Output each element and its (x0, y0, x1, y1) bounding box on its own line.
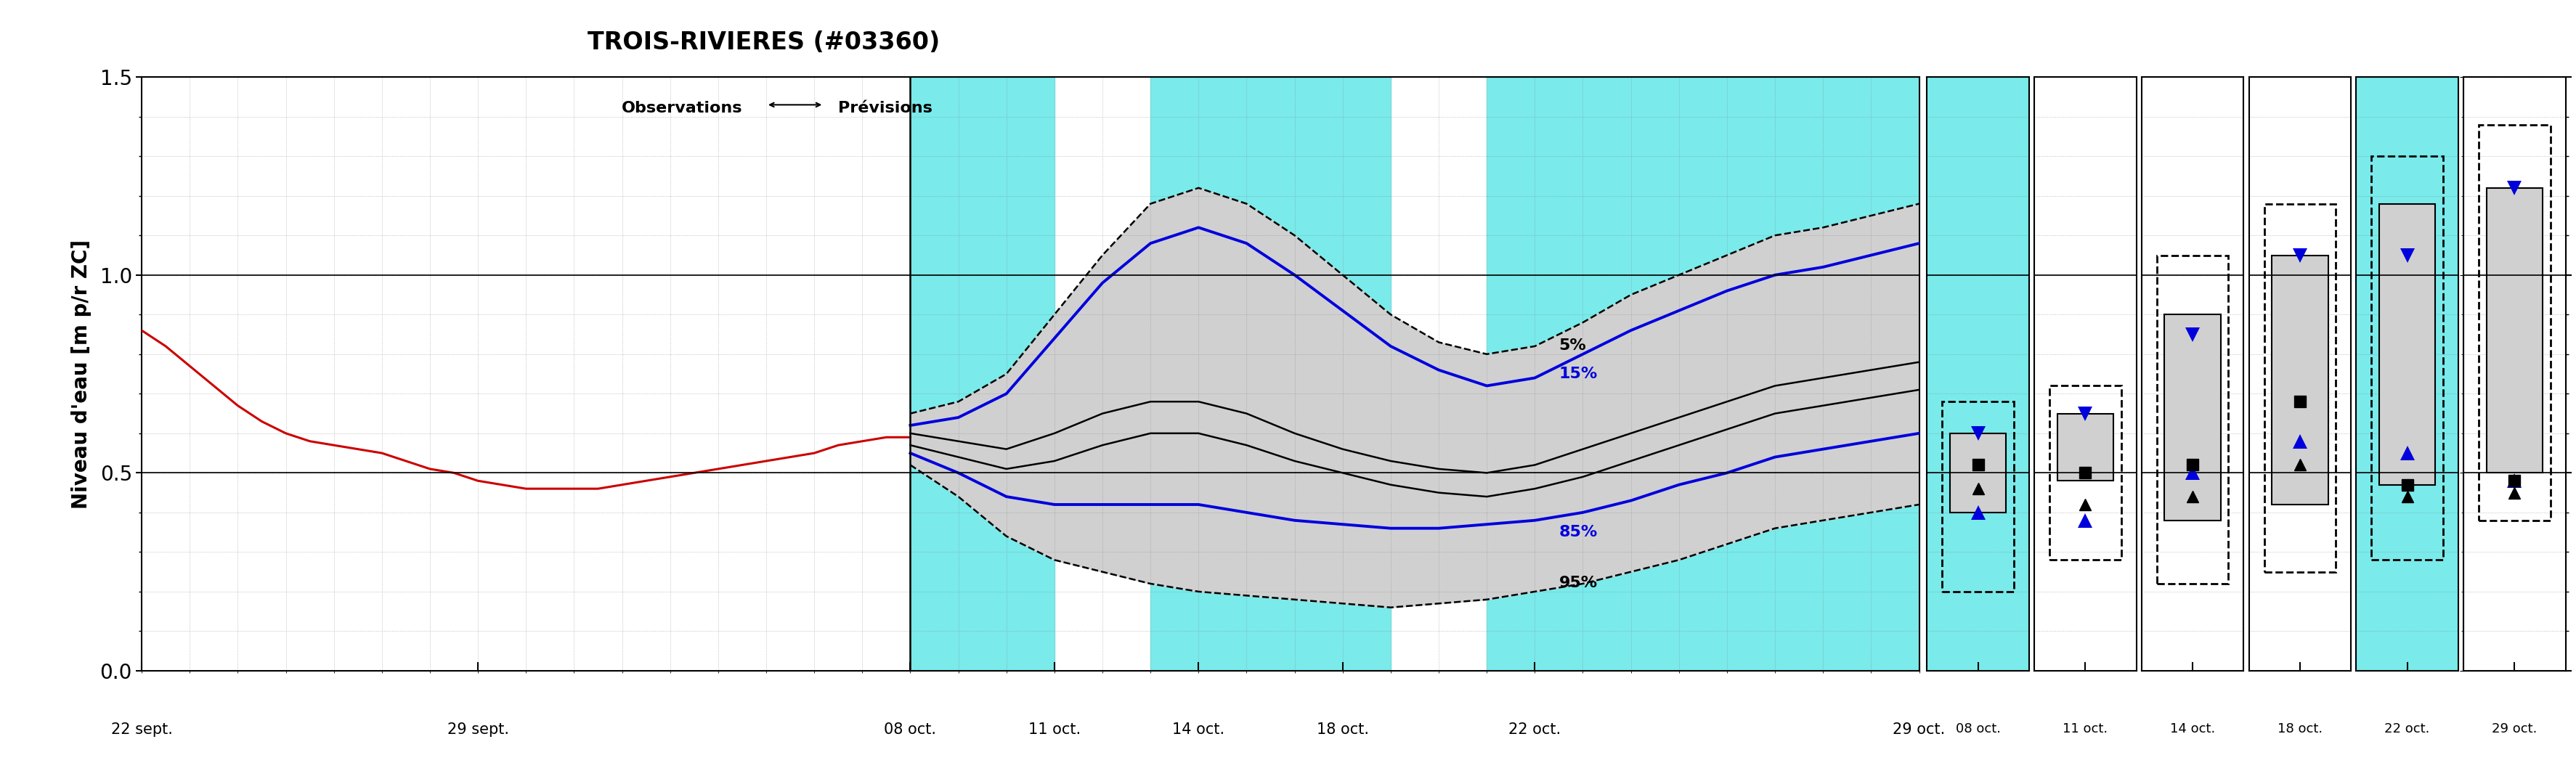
Bar (2058, 413, 2112, 481)
Text: 29 oct.: 29 oct. (1893, 722, 1945, 737)
Bar (2264, 204, 2336, 572)
Text: 08 oct.: 08 oct. (1955, 722, 2002, 736)
Bar (1942, 402, 2014, 591)
Text: 15%: 15% (1558, 366, 1597, 381)
Text: Prévisions: Prévisions (837, 101, 933, 116)
Text: 14 oct.: 14 oct. (1172, 722, 1224, 737)
Text: 14 oct.: 14 oct. (2169, 722, 2215, 736)
Bar (2272, 255, 2329, 504)
Bar (2486, 188, 2543, 473)
Text: 95%: 95% (1558, 576, 1597, 591)
Text: 08 oct.: 08 oct. (884, 722, 938, 737)
Text: 22 sept.: 22 sept. (111, 722, 173, 737)
Text: Observations: Observations (621, 101, 742, 116)
Text: 85%: 85% (1558, 524, 1597, 539)
Bar (2380, 204, 2434, 485)
Text: 11 oct.: 11 oct. (2063, 722, 2107, 736)
Bar (1151, 77, 1391, 671)
Bar (2372, 157, 2442, 560)
Text: 29 sept.: 29 sept. (448, 722, 510, 737)
Bar (1950, 433, 2007, 513)
Y-axis label: Niveau d'eau [m p/r ZC]: Niveau d'eau [m p/r ZC] (72, 239, 93, 509)
Text: 22 oct.: 22 oct. (2385, 722, 2429, 736)
Bar (1486, 77, 1919, 671)
Text: 5%: 5% (1558, 338, 1587, 353)
Text: 18 oct.: 18 oct. (2277, 722, 2324, 736)
Bar (2156, 255, 2228, 584)
Bar (909, 77, 1054, 671)
Bar (2478, 125, 2550, 520)
Text: TROIS-RIVIERES (#03360): TROIS-RIVIERES (#03360) (587, 31, 940, 55)
Bar (2050, 386, 2120, 560)
Text: 22 oct.: 22 oct. (1510, 722, 1561, 737)
Bar (2164, 315, 2221, 520)
Text: 29 oct.: 29 oct. (2491, 722, 2537, 736)
Text: 11 oct.: 11 oct. (1028, 722, 1079, 737)
Text: 18 oct.: 18 oct. (1316, 722, 1368, 737)
